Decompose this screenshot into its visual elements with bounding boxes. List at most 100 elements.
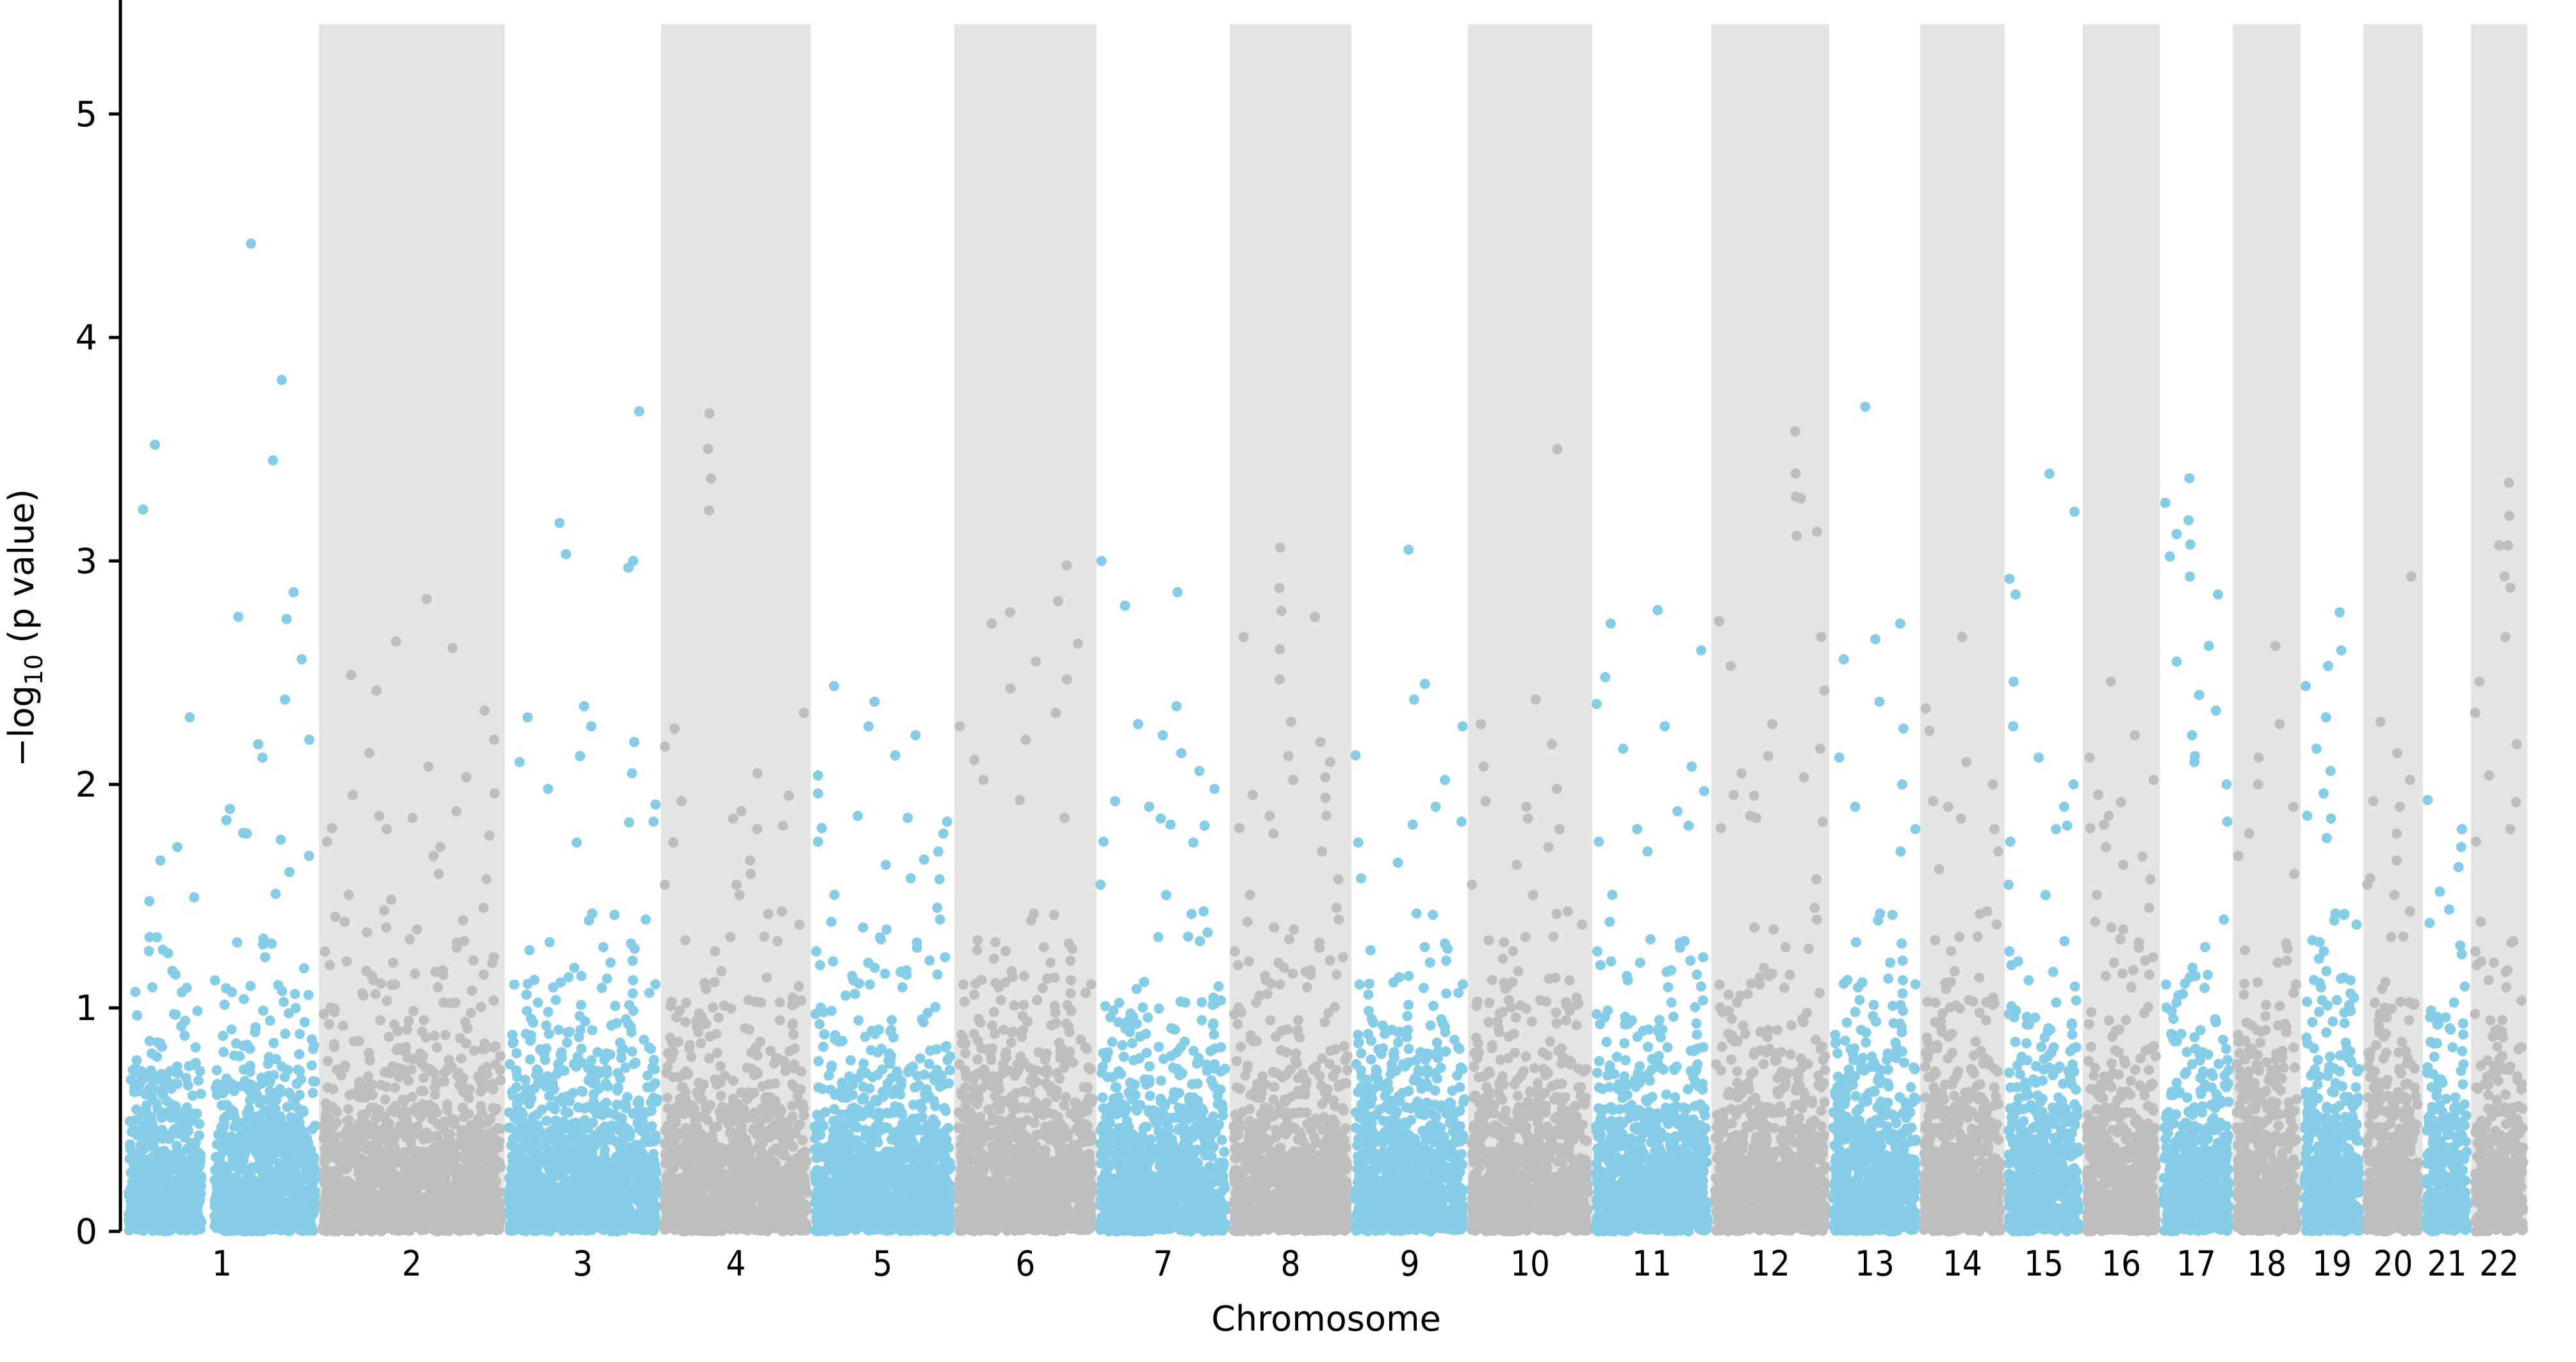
- snp-point: [219, 1000, 230, 1010]
- snp-point: [509, 979, 519, 990]
- snp-point: [380, 1094, 391, 1105]
- snp-point: [649, 1064, 660, 1074]
- snp-point: [144, 896, 155, 907]
- snp-point: [504, 1206, 514, 1217]
- snp-point: [469, 1201, 480, 1212]
- snp-point: [464, 1092, 474, 1103]
- snp-point: [265, 1015, 275, 1026]
- snp-point: [598, 1162, 608, 1173]
- snp-point: [354, 1118, 364, 1129]
- snp-point: [396, 1109, 407, 1120]
- snp-point: [154, 1215, 165, 1226]
- snp-point: [610, 1000, 621, 1011]
- snp-point: [138, 1119, 149, 1130]
- snp-point: [452, 1071, 463, 1082]
- snp-point: [211, 1214, 222, 1225]
- snp-point-top-hit: [447, 643, 458, 654]
- snp-point: [468, 955, 479, 966]
- snp-point: [190, 1057, 201, 1068]
- snp-point: [628, 988, 638, 999]
- snp-point: [684, 1040, 695, 1051]
- snp-point: [250, 1162, 261, 1173]
- snp-point: [356, 1153, 367, 1164]
- snp-point: [309, 1040, 320, 1051]
- snp-point: [549, 1155, 560, 1166]
- snp-point: [542, 1007, 553, 1017]
- snp-point-top-hit: [371, 685, 382, 696]
- snp-point: [544, 1090, 555, 1101]
- snp-point: [192, 1203, 203, 1213]
- snp-point: [391, 1045, 402, 1056]
- snp-point: [505, 1059, 515, 1069]
- snp-point-top-hit: [225, 804, 235, 815]
- snp-point: [461, 772, 471, 782]
- snp-point: [535, 1044, 546, 1055]
- snp-point: [174, 1160, 184, 1171]
- snp-point: [490, 1041, 501, 1051]
- snp-point: [291, 1158, 302, 1169]
- snp-point: [304, 850, 314, 861]
- snp-point: [619, 1225, 630, 1236]
- snp-point-top-hit: [155, 855, 166, 866]
- snp-point: [338, 1020, 348, 1031]
- snp-point: [620, 1062, 631, 1073]
- snp-point-top-hit: [276, 375, 287, 385]
- snp-point: [186, 1108, 197, 1119]
- snp-point: [284, 866, 295, 877]
- snp-point: [238, 994, 249, 1005]
- snp-point: [787, 1000, 797, 1010]
- snp-point: [325, 1142, 335, 1153]
- snp-point-top-hit: [288, 587, 299, 597]
- snp-point: [229, 1050, 240, 1061]
- snp-point: [221, 1136, 232, 1147]
- snp-point-top-hit: [479, 705, 490, 716]
- snp-point: [550, 994, 561, 1005]
- snp-point: [364, 1055, 375, 1066]
- snp-point: [544, 1226, 555, 1236]
- snp-point: [532, 1120, 543, 1131]
- snp-point: [307, 1124, 318, 1135]
- snp-point-top-hit: [578, 701, 589, 711]
- snp-point: [254, 1142, 264, 1153]
- snp-point-top-hit: [542, 784, 553, 794]
- snp-point: [599, 1196, 610, 1206]
- snp-point: [275, 1083, 286, 1094]
- snp-point: [329, 1041, 339, 1052]
- snp-point: [248, 1188, 259, 1199]
- snp-point: [609, 909, 620, 920]
- snp-point: [418, 1073, 429, 1083]
- snp-point: [649, 1161, 660, 1172]
- snp-point-top-hit: [423, 761, 434, 772]
- snp-point: [346, 1150, 357, 1161]
- snp-point: [370, 989, 381, 1000]
- snp-point: [558, 1222, 569, 1233]
- snp-point: [407, 813, 418, 823]
- snp-point: [187, 1090, 198, 1101]
- snp-point: [704, 1053, 715, 1064]
- snp-point: [307, 1087, 318, 1098]
- snp-point: [626, 1046, 637, 1057]
- snp-point: [575, 1136, 585, 1147]
- snp-point-top-hit: [382, 823, 392, 834]
- snp-point: [649, 1213, 660, 1224]
- snp-point: [268, 1128, 279, 1139]
- snp-point-top-hit: [221, 815, 232, 825]
- snp-point-top-hit: [257, 752, 268, 763]
- snp-point: [387, 957, 398, 968]
- chromosome-band-6: [954, 24, 1096, 1231]
- snp-point: [449, 1214, 460, 1224]
- snp-point: [742, 1094, 753, 1105]
- snp-point: [152, 932, 163, 943]
- snp-point: [216, 1121, 227, 1132]
- snp-point: [245, 980, 256, 991]
- snp-point: [326, 1224, 337, 1235]
- snp-point: [366, 1102, 377, 1113]
- snp-point: [544, 1177, 555, 1188]
- snp-point: [172, 1128, 183, 1139]
- snp-point: [589, 1186, 600, 1196]
- snp-point: [587, 1025, 598, 1035]
- snp-point: [632, 1171, 642, 1182]
- snp-point: [471, 1165, 482, 1176]
- snp-point: [776, 906, 787, 917]
